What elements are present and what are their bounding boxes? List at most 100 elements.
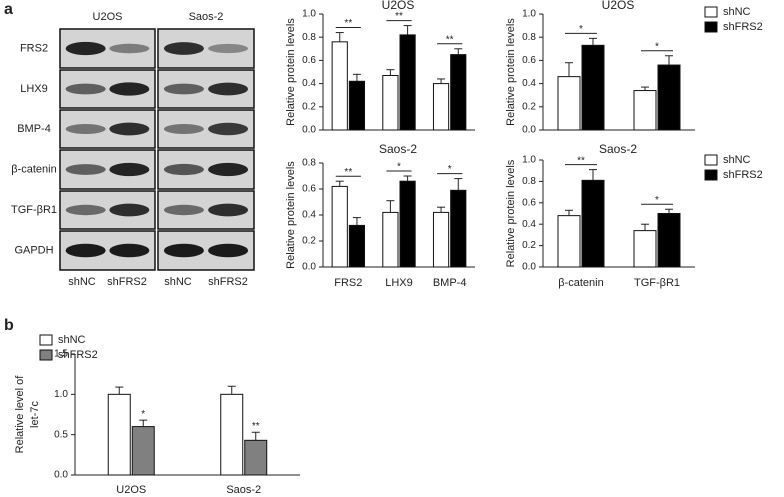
blot-band xyxy=(208,203,249,217)
blot-band xyxy=(163,124,204,134)
y-tick-label: 1.0 xyxy=(522,9,536,20)
bar xyxy=(450,189,467,268)
blot-row-label: BMP-4 xyxy=(17,123,51,135)
y-tick-label: 0.0 xyxy=(522,262,536,273)
y-tick-label: 0.4 xyxy=(302,210,316,221)
significance-label: ** xyxy=(395,11,403,22)
bar xyxy=(557,215,581,268)
blot-band xyxy=(208,43,249,54)
bar xyxy=(331,41,348,131)
y-tick-label: 0.2 xyxy=(522,101,536,112)
blot-band xyxy=(163,83,204,95)
blot-lane-label: shNC xyxy=(164,276,192,288)
y-tick-label: 1.0 xyxy=(522,155,536,166)
y-tick-label: 0.0 xyxy=(302,125,316,136)
bar xyxy=(633,230,657,268)
legend-label: shNC xyxy=(723,154,751,166)
bar xyxy=(450,54,467,131)
blot-band xyxy=(109,122,150,136)
blot-band xyxy=(65,83,106,95)
legend-swatch xyxy=(704,154,718,166)
legend-swatch xyxy=(704,169,718,181)
bar xyxy=(107,393,131,476)
significance-label: * xyxy=(397,162,401,173)
blot-band xyxy=(109,243,150,258)
blot-band xyxy=(163,243,204,258)
x-tick-label: LHX9 xyxy=(385,277,413,289)
y-tick-label: 0.4 xyxy=(522,78,536,89)
significance-label: * xyxy=(655,41,659,52)
y-tick-label: 0.0 xyxy=(54,470,68,481)
blot-band xyxy=(65,243,106,258)
blot-band xyxy=(163,163,204,176)
y-tick-label: 1.5 xyxy=(54,349,68,360)
x-tick-label: BMP-4 xyxy=(433,277,467,289)
significance-label: ** xyxy=(577,155,585,166)
blot-lane-label: shNC xyxy=(68,276,96,288)
blot-band xyxy=(109,162,150,177)
legend-swatch xyxy=(704,6,718,18)
bar xyxy=(657,213,681,268)
y-axis-label: let-7c xyxy=(29,401,41,428)
bar xyxy=(348,80,366,131)
y-tick-label: 1.0 xyxy=(54,389,68,400)
y-tick-label: 0.8 xyxy=(522,176,536,187)
blot-row-label: β-catenin xyxy=(11,163,56,175)
x-tick-label: FRS2 xyxy=(334,277,362,289)
panel-label: a xyxy=(4,1,13,18)
legend-label: shNC xyxy=(723,6,751,18)
blot-row-label: FRS2 xyxy=(20,42,48,54)
y-axis-label: Relative protein levels xyxy=(505,159,517,267)
blot-column-label: U2OS xyxy=(93,11,123,23)
significance-label: * xyxy=(655,195,659,206)
y-axis-label: Relative protein levels xyxy=(285,161,297,269)
blot-row-label: GAPDH xyxy=(14,244,53,256)
bar xyxy=(382,211,399,268)
blot-band xyxy=(65,204,106,216)
blot-band xyxy=(163,42,204,55)
blot-band xyxy=(109,203,150,217)
legend-label: shNC xyxy=(58,334,86,346)
blot-band xyxy=(208,162,249,177)
y-tick-label: 0.6 xyxy=(522,55,536,66)
legend-label: shFRS2 xyxy=(723,169,763,181)
significance-label: * xyxy=(448,164,452,175)
bar xyxy=(581,179,605,268)
chart-title: Saos-2 xyxy=(379,142,417,156)
y-tick-label: 0.8 xyxy=(522,32,536,43)
bar xyxy=(633,90,657,131)
bar xyxy=(244,439,268,476)
y-tick-label: 0.8 xyxy=(302,158,316,169)
y-tick-label: 0.4 xyxy=(522,219,536,230)
legend-swatch xyxy=(39,334,53,346)
significance-label: ** xyxy=(344,18,352,29)
blot-band xyxy=(208,82,249,96)
y-tick-label: 0.4 xyxy=(302,78,316,89)
chart-title: U2OS xyxy=(602,0,635,12)
bar xyxy=(399,34,416,131)
significance-label: ** xyxy=(252,421,260,432)
x-tick-label: β-catenin xyxy=(558,277,603,289)
blot-band xyxy=(208,243,249,258)
bar xyxy=(581,44,605,131)
bar xyxy=(432,83,450,131)
significance-label: ** xyxy=(446,34,454,45)
chart-title: U2OS xyxy=(382,0,415,12)
blot-band xyxy=(65,41,106,56)
y-tick-label: 0.6 xyxy=(302,55,316,66)
y-axis-label: Relative level of xyxy=(14,375,26,454)
legend-swatch xyxy=(39,349,53,361)
legend-label: shFRS2 xyxy=(723,21,763,33)
y-axis-label: Relative protein levels xyxy=(285,18,297,126)
blot-band xyxy=(163,204,204,216)
blot-band xyxy=(65,124,106,134)
blot-column-label: Saos-2 xyxy=(189,11,224,23)
y-tick-label: 0.6 xyxy=(522,197,536,208)
bar xyxy=(399,180,416,268)
bar xyxy=(557,76,581,131)
bar xyxy=(220,393,244,476)
bar xyxy=(657,64,681,131)
bar xyxy=(131,426,155,476)
x-tick-label: TGF-βR1 xyxy=(634,277,680,289)
